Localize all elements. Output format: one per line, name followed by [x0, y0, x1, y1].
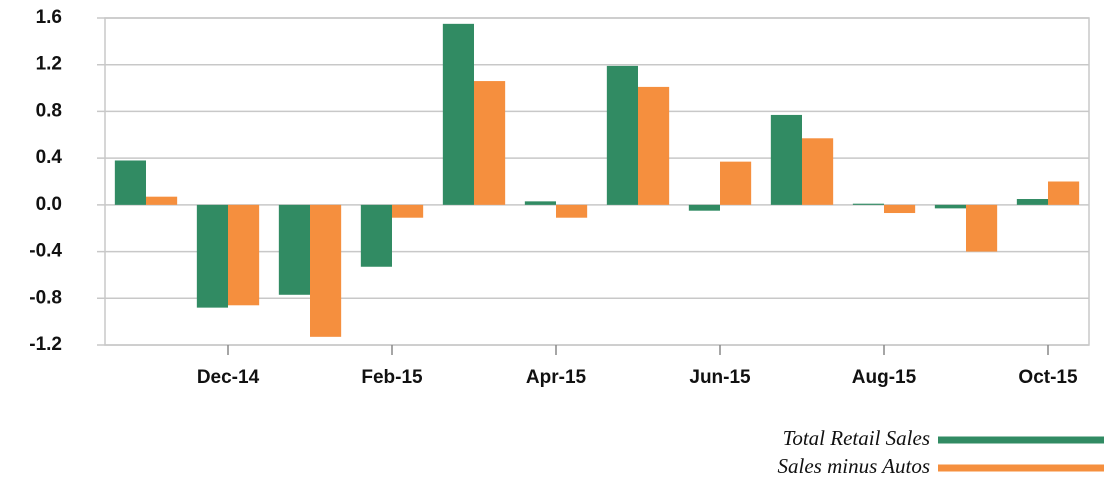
bar: [114, 160, 146, 205]
y-tick-label: -0.4: [29, 241, 62, 262]
bar: [146, 196, 178, 205]
bar: [606, 65, 638, 205]
y-tick-label: 0.4: [36, 147, 63, 168]
bar: [852, 203, 884, 205]
bar: [884, 204, 916, 214]
x-tick-label: Feb-15: [361, 367, 423, 388]
x-tick-label: Jun-15: [689, 367, 751, 388]
y-tick-label: -1.2: [29, 334, 62, 355]
bar: [1048, 181, 1080, 205]
bar: [556, 204, 588, 218]
legend-label: Total Retail Sales: [783, 426, 930, 450]
x-tick-label: Oct-15: [1018, 367, 1078, 388]
legend-label: Sales minus Autos: [778, 454, 930, 478]
bar: [196, 204, 228, 308]
bar: [720, 161, 752, 205]
bar: [360, 204, 392, 267]
bar: [1016, 199, 1048, 205]
bar: [310, 204, 342, 337]
bar: [934, 204, 966, 209]
bar: [638, 86, 670, 205]
y-tick-label: -0.8: [29, 287, 62, 308]
bar: [442, 23, 474, 205]
bar: [966, 204, 998, 252]
bar: [228, 204, 260, 306]
bar: [802, 138, 834, 205]
x-tick-label: Dec-14: [197, 367, 260, 388]
y-tick-label: 1.6: [36, 7, 62, 28]
y-tick-label: 0.0: [36, 194, 62, 215]
x-tick-label: Aug-15: [852, 367, 917, 388]
plot-frame: [104, 17, 1090, 346]
x-tick-label: Apr-15: [526, 367, 587, 388]
y-tick-label: 1.2: [36, 54, 62, 75]
y-tick-label: 0.8: [36, 100, 62, 121]
bar: [474, 81, 506, 205]
bar: [278, 204, 310, 295]
bar: [688, 204, 720, 211]
bar: [392, 204, 424, 218]
bar: [770, 114, 802, 205]
bar: [524, 201, 556, 205]
